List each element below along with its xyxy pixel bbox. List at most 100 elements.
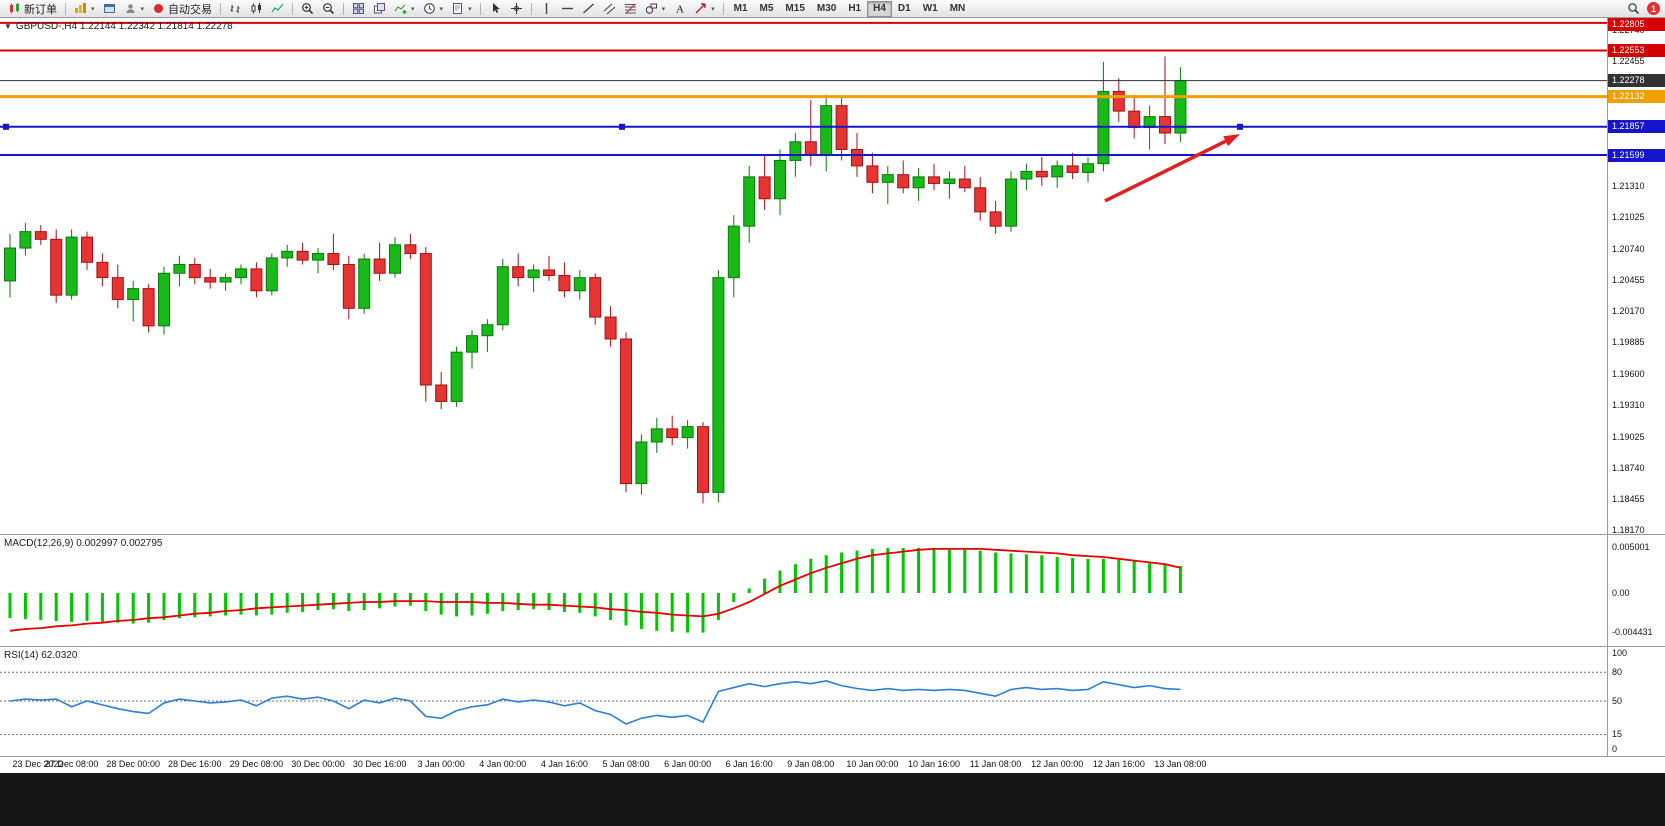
trendline-icon	[582, 2, 595, 15]
caret-down-icon: ▾	[661, 5, 666, 13]
macd-histogram-bar	[763, 578, 767, 593]
candle-body	[1128, 110, 1141, 129]
periods-button[interactable]: ▾	[419, 1, 448, 17]
price-badge: 1.22132	[1608, 90, 1665, 104]
time-label: 6 Jan 16:00	[725, 759, 773, 769]
price-tick: 1.18170	[1612, 525, 1645, 536]
rsi-panel[interactable]: RSI(14) 62.0320 100 80 50 15 0	[0, 646, 1665, 756]
timeframe-d1-button[interactable]: D1	[892, 1, 917, 17]
macd-histogram-bar	[131, 593, 135, 624]
macd-histogram-bar	[100, 593, 104, 622]
candle-body	[496, 266, 509, 326]
channel-button[interactable]	[599, 1, 620, 17]
caret-down-icon: ▾	[91, 5, 95, 13]
main-toolbar: 新订单 ▾ ▾ 自动交易 ▾ ▾ ▾ ▾ A ▾ M1 M5 M15 M30 H1 H4 D1 W1 MN 1	[0, 0, 1665, 18]
trend-arrow[interactable]	[1104, 139, 1227, 203]
candle-body	[111, 277, 124, 301]
price-scale[interactable]: 1.227401.224551.213101.210251.207401.204…	[1607, 18, 1665, 536]
candle-body	[666, 428, 679, 439]
collapse-caret-icon[interactable]: ▼	[4, 21, 12, 31]
macd-scale[interactable]: 0.005001 0.00 -0.004431	[1607, 535, 1665, 646]
timeframe-h1-button[interactable]: H1	[842, 1, 867, 17]
shapes-button[interactable]: ▾	[641, 1, 670, 17]
fibonacci-button[interactable]	[620, 1, 641, 17]
price-chart-panel[interactable]: ▼ GBPUSD-,H4 1.22144 1.22342 1.21814 1.2…	[0, 18, 1665, 536]
macd-histogram-bar	[85, 593, 89, 621]
bars-chart-button[interactable]	[225, 1, 246, 17]
time-axis[interactable]: 23 Dec 2022 27 Dec 08:00 28 Dec 00:00 28 De…	[0, 756, 1665, 773]
toolbar-separator	[220, 2, 222, 15]
new-order-button[interactable]: 新订单	[4, 1, 61, 17]
charts-button[interactable]: ▾	[70, 1, 99, 17]
trend-arrow-head[interactable]	[1223, 134, 1240, 147]
notification-badge[interactable]: 1	[1647, 2, 1660, 15]
macd-chart[interactable]	[0, 535, 1607, 647]
timeframe-m1-button[interactable]: M1	[728, 1, 754, 17]
candles-chart-button[interactable]	[246, 1, 267, 17]
zoom-in-button[interactable]	[297, 1, 318, 17]
toolbar-separator	[722, 2, 724, 15]
search-icon[interactable]	[1627, 2, 1640, 15]
timeframe-h4-button[interactable]: H4	[867, 0, 892, 17]
chart-header: ▼ GBPUSD-,H4 1.22144 1.22342 1.21814 1.2…	[4, 21, 233, 32]
candle-body	[650, 428, 663, 443]
time-label: 23 Dec 2022	[12, 759, 64, 769]
toolbar-separator	[530, 2, 532, 15]
vertical-line-button[interactable]	[536, 1, 557, 17]
rsi-label: RSI(14) 62.0320	[4, 650, 78, 661]
macd-histogram-bar	[516, 593, 520, 611]
tile-windows-button[interactable]	[348, 1, 369, 17]
candle-body	[928, 176, 940, 184]
price-tick: 1.22455	[1612, 55, 1645, 66]
macd-histogram-bar	[1071, 557, 1075, 593]
price-tick: 1.19885	[1612, 337, 1645, 348]
candle-body	[820, 105, 833, 156]
text-button[interactable]: A	[669, 1, 690, 17]
timeframe-m5-button[interactable]: M5	[754, 1, 780, 17]
macd-histogram-bar	[562, 593, 566, 612]
bottom-bar	[0, 773, 1665, 826]
macd-tick: 0.005001	[1612, 542, 1650, 553]
cascade-windows-button[interactable]	[369, 1, 390, 17]
window-button[interactable]	[99, 1, 120, 17]
timeframe-mn-button[interactable]: MN	[944, 1, 972, 17]
candle-body	[4, 247, 16, 282]
line-handle[interactable]	[3, 123, 9, 130]
rsi-tick: 100	[1612, 647, 1628, 658]
macd-panel[interactable]: MACD(12,26,9) 0.002997 0.002795 0.005001…	[0, 534, 1665, 646]
timeframe-w1-button[interactable]: W1	[917, 1, 944, 17]
line-handle[interactable]	[619, 123, 625, 130]
line-chart-button[interactable]	[267, 1, 288, 17]
templates-button[interactable]: ▾	[447, 1, 476, 17]
candle-body	[296, 250, 309, 261]
autotrading-button[interactable]: 自动交易	[148, 1, 216, 17]
price-badge: 1.22553	[1608, 44, 1665, 58]
trendline-button[interactable]	[578, 1, 599, 17]
candle-body	[281, 250, 294, 259]
cursor-button[interactable]	[485, 1, 506, 17]
zoom-out-button[interactable]	[318, 1, 339, 17]
macd-histogram-bar	[701, 593, 705, 633]
price-tick: 1.18740	[1612, 462, 1645, 473]
candle-body	[358, 258, 371, 309]
profile-button[interactable]: ▾	[120, 1, 149, 17]
rsi-chart[interactable]	[0, 647, 1607, 757]
timeframe-m15-button[interactable]: M15	[779, 1, 810, 17]
indicators-button[interactable]: ▾	[390, 1, 419, 17]
macd-histogram-bar	[932, 548, 936, 593]
macd-histogram-bar	[686, 593, 690, 633]
candle-body	[881, 174, 894, 183]
timeframe-m30-button[interactable]: M30	[811, 1, 842, 17]
price-chart[interactable]	[0, 18, 1607, 534]
macd-histogram-bar	[809, 558, 813, 593]
line-handle[interactable]	[1237, 123, 1243, 130]
candle-body	[173, 263, 186, 274]
rsi-scale[interactable]: 100 80 50 15 0	[1607, 647, 1665, 756]
horizontal-line-button[interactable]	[557, 1, 578, 17]
crosshair-button[interactable]	[506, 1, 527, 17]
candle-body	[127, 288, 140, 301]
candle-body	[265, 257, 278, 292]
arrows-button[interactable]: ▾	[690, 1, 719, 17]
time-label: 13 Jan 08:00	[1154, 759, 1207, 769]
candle-body	[974, 187, 987, 213]
